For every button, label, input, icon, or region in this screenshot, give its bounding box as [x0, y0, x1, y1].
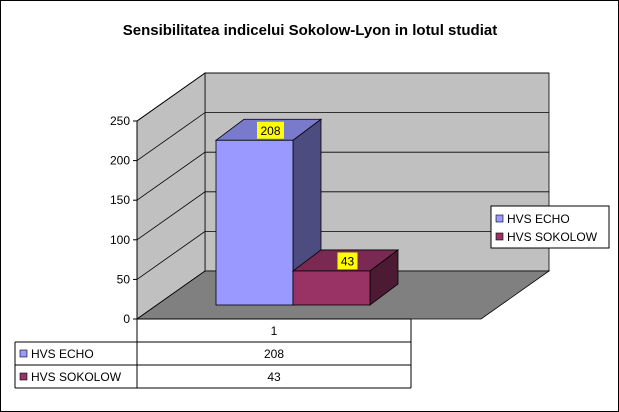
- y-tick-label: 50: [117, 272, 131, 286]
- legend-key: [495, 214, 504, 223]
- bar: [292, 270, 371, 306]
- gridline: [136, 151, 549, 201]
- data-label: 208: [260, 124, 280, 138]
- gridline: [136, 112, 549, 161]
- table-series-name: HVS ECHO: [31, 347, 94, 361]
- data-label: 43: [341, 254, 355, 268]
- data-label-box: [257, 121, 284, 139]
- gridline: [136, 191, 549, 241]
- y-tick-label: 0: [123, 312, 130, 326]
- gridline: [136, 72, 549, 122]
- legend-key: [495, 232, 504, 241]
- table-legend-key: [19, 372, 28, 381]
- gridline: [136, 230, 549, 280]
- y-tick-label: 150: [110, 193, 130, 207]
- legend-label: HVS SOKOLOW: [507, 230, 598, 244]
- table-value: 43: [267, 370, 281, 384]
- table-value: 208: [264, 347, 284, 361]
- y-tick-label: 100: [110, 233, 130, 247]
- bars: [214, 118, 400, 306]
- legend-label: HVS ECHO: [507, 212, 570, 226]
- y-tick-label: 200: [110, 154, 130, 168]
- data-labels: 208 43: [257, 121, 358, 270]
- data-table: 1 HVS ECHO 208 HVS SOKOLOW 43: [14, 318, 412, 389]
- chart-title: Sensibilitatea indicelui Sokolow-Lyon in…: [123, 22, 497, 39]
- table-series-name: HVS SOKOLOW: [31, 370, 122, 384]
- legend: HVS ECHO HVS SOKOLOW: [490, 205, 610, 249]
- bar: [215, 139, 294, 306]
- y-tick-label: 250: [110, 114, 130, 128]
- table-legend-key: [19, 349, 28, 358]
- data-label-box: [337, 252, 358, 270]
- gridlines: [136, 72, 549, 280]
- table-category-label: 1: [271, 324, 278, 338]
- legend-box: [490, 205, 610, 249]
- y-axis: 0 50 100 150 200 250: [110, 114, 138, 326]
